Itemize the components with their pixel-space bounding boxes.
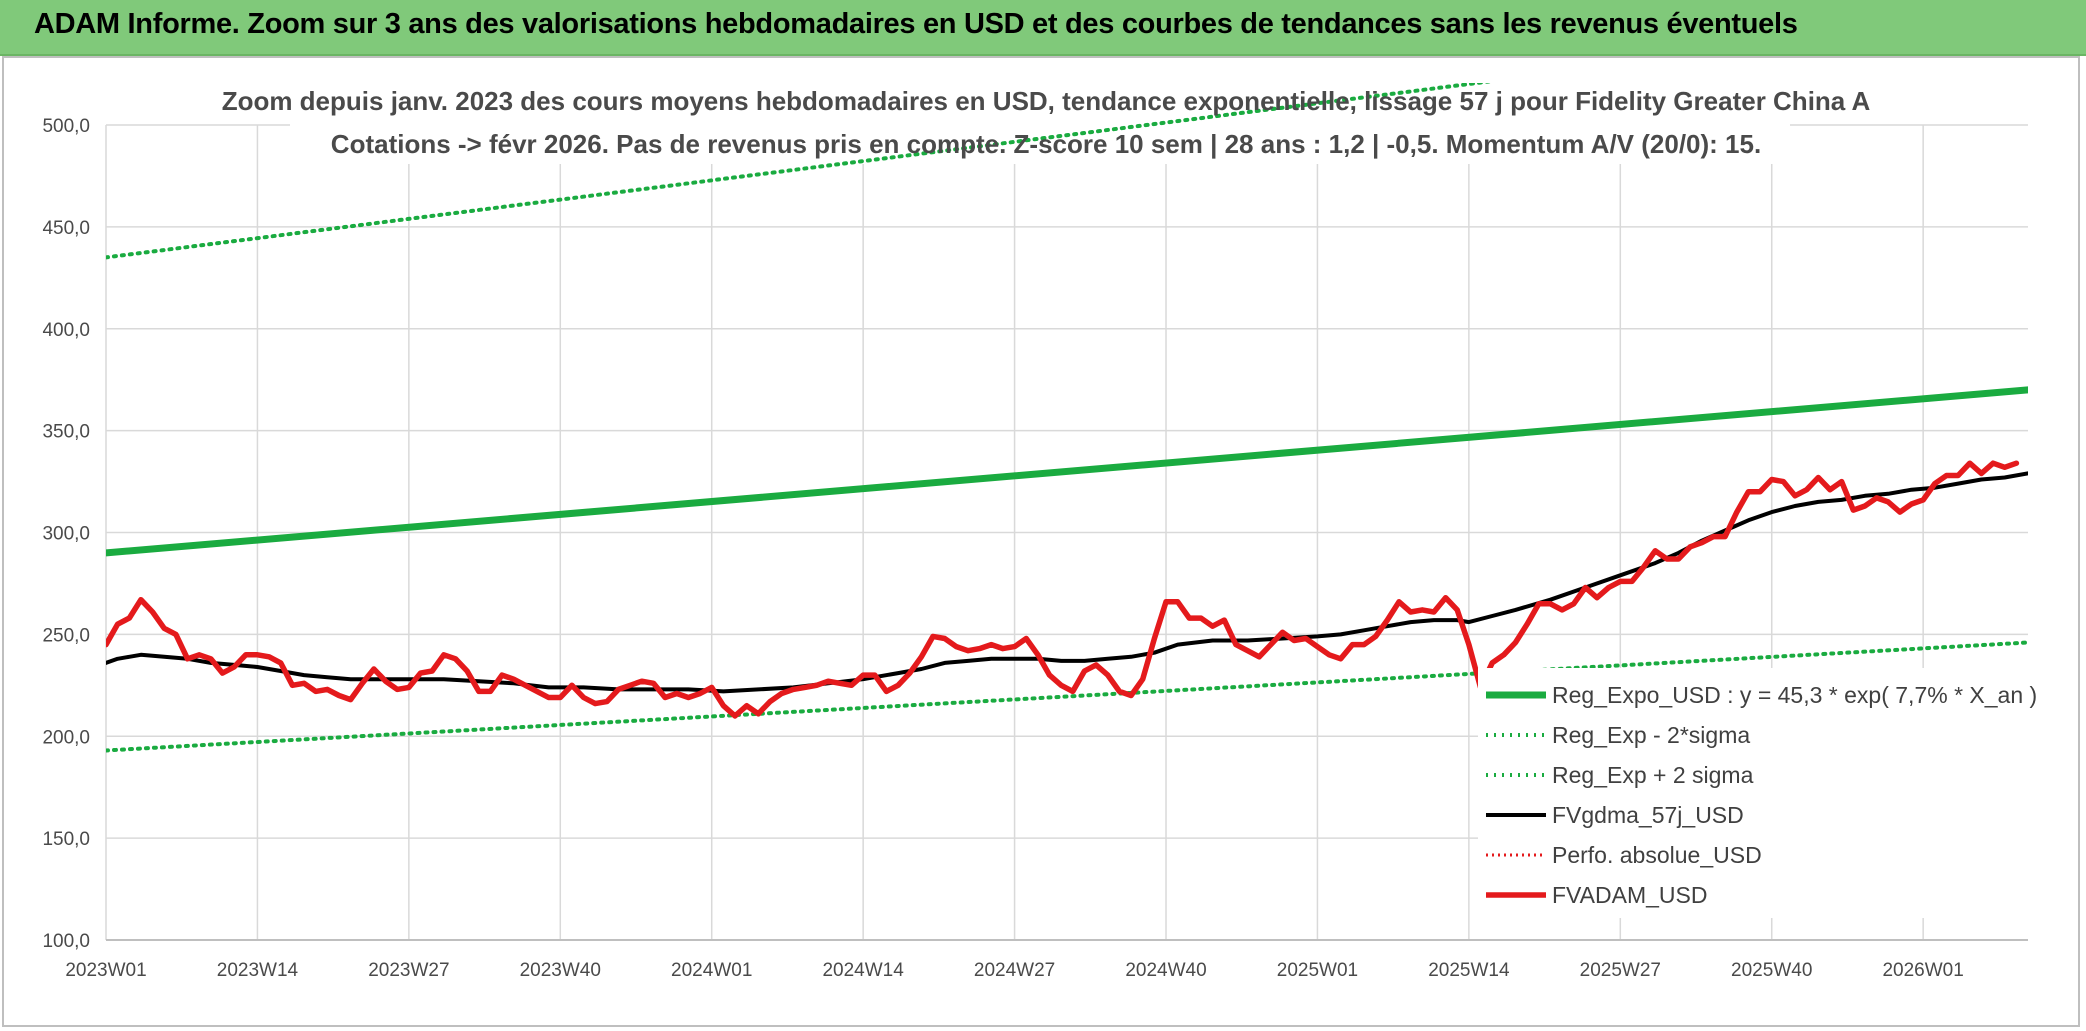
x-tick-label: 2024W27 [974,960,1055,981]
legend: Reg_Expo_USD : y = 45,3 * exp( 7,7% * X_… [1486,682,2037,908]
chart-title-line-1: Zoom depuis janv. 2023 des cours moyens … [222,86,1871,116]
x-tick-label: 2023W14 [217,960,299,981]
series-price-line [106,460,2020,719]
x-tick-label: 2023W40 [520,960,601,981]
x-tick-label: 2023W27 [368,960,449,981]
series [106,83,2028,753]
x-tick-label: 2025W27 [1580,960,1661,981]
y-tick-label: 150,0 [42,829,90,850]
gridlines [105,124,2028,941]
x-tick-label: 2025W01 [1277,960,1358,981]
legend-label-trend: Reg_Expo_USD : y = 45,3 * exp( 7,7% * X_… [1552,682,2037,708]
x-tick-label: 2025W40 [1731,960,1812,981]
y-axis: 100,0 150,0 200,0 250,0 300,0 350,0 400,0 450,0… [42,116,90,952]
x-tick-label: 2026W01 [1882,960,1963,981]
legend-label-lower: Reg_Exp - 2*sigma [1552,722,1750,748]
y-tick-label: 250,0 [42,625,90,646]
report-title: ADAM Informe. Zoom sur 3 ans des valoris… [34,8,1798,40]
x-tick-label: 2023W01 [65,960,146,981]
report-banner: ADAM Informe. Zoom sur 3 ans des valoris… [0,0,2086,56]
x-tick-label: 2024W14 [822,960,904,981]
legend-label-upper: Reg_Exp + 2 sigma [1552,762,1754,788]
legend-label-smoothed: FVgdma_57j_USD [1552,802,1744,828]
legend-label-price: FVADAM_USD [1552,882,1708,908]
y-tick-label: 350,0 [42,422,90,443]
chart-title-line-2: Cotations -> févr 2026. Pas de revenus p… [331,129,1761,159]
y-tick-label: 500,0 [42,116,90,137]
y-tick-label: 450,0 [42,218,90,239]
x-tick-label: 2024W40 [1125,960,1206,981]
y-tick-label: 200,0 [42,727,90,748]
y-tick-label: 300,0 [42,524,90,545]
y-tick-label: 400,0 [42,320,90,341]
series-trend-line [106,386,2028,557]
chart-frame [2,56,2080,1027]
x-tick-label: 2025W14 [1428,960,1510,981]
y-tick-label: 100,0 [42,931,90,952]
legend-background [1478,668,2030,918]
series-smoothed-line [106,471,2028,694]
legend-label-perf: Perfo. absolue_USD [1552,842,1762,868]
title-background [290,74,1790,164]
series-upper-line [106,83,1493,260]
series-lower-line [106,640,2028,753]
x-tick-label: 2024W01 [671,960,752,981]
x-axis: 2023W01 2023W14 2023W27 2023W40 2024W01 2024W… [65,960,1964,981]
